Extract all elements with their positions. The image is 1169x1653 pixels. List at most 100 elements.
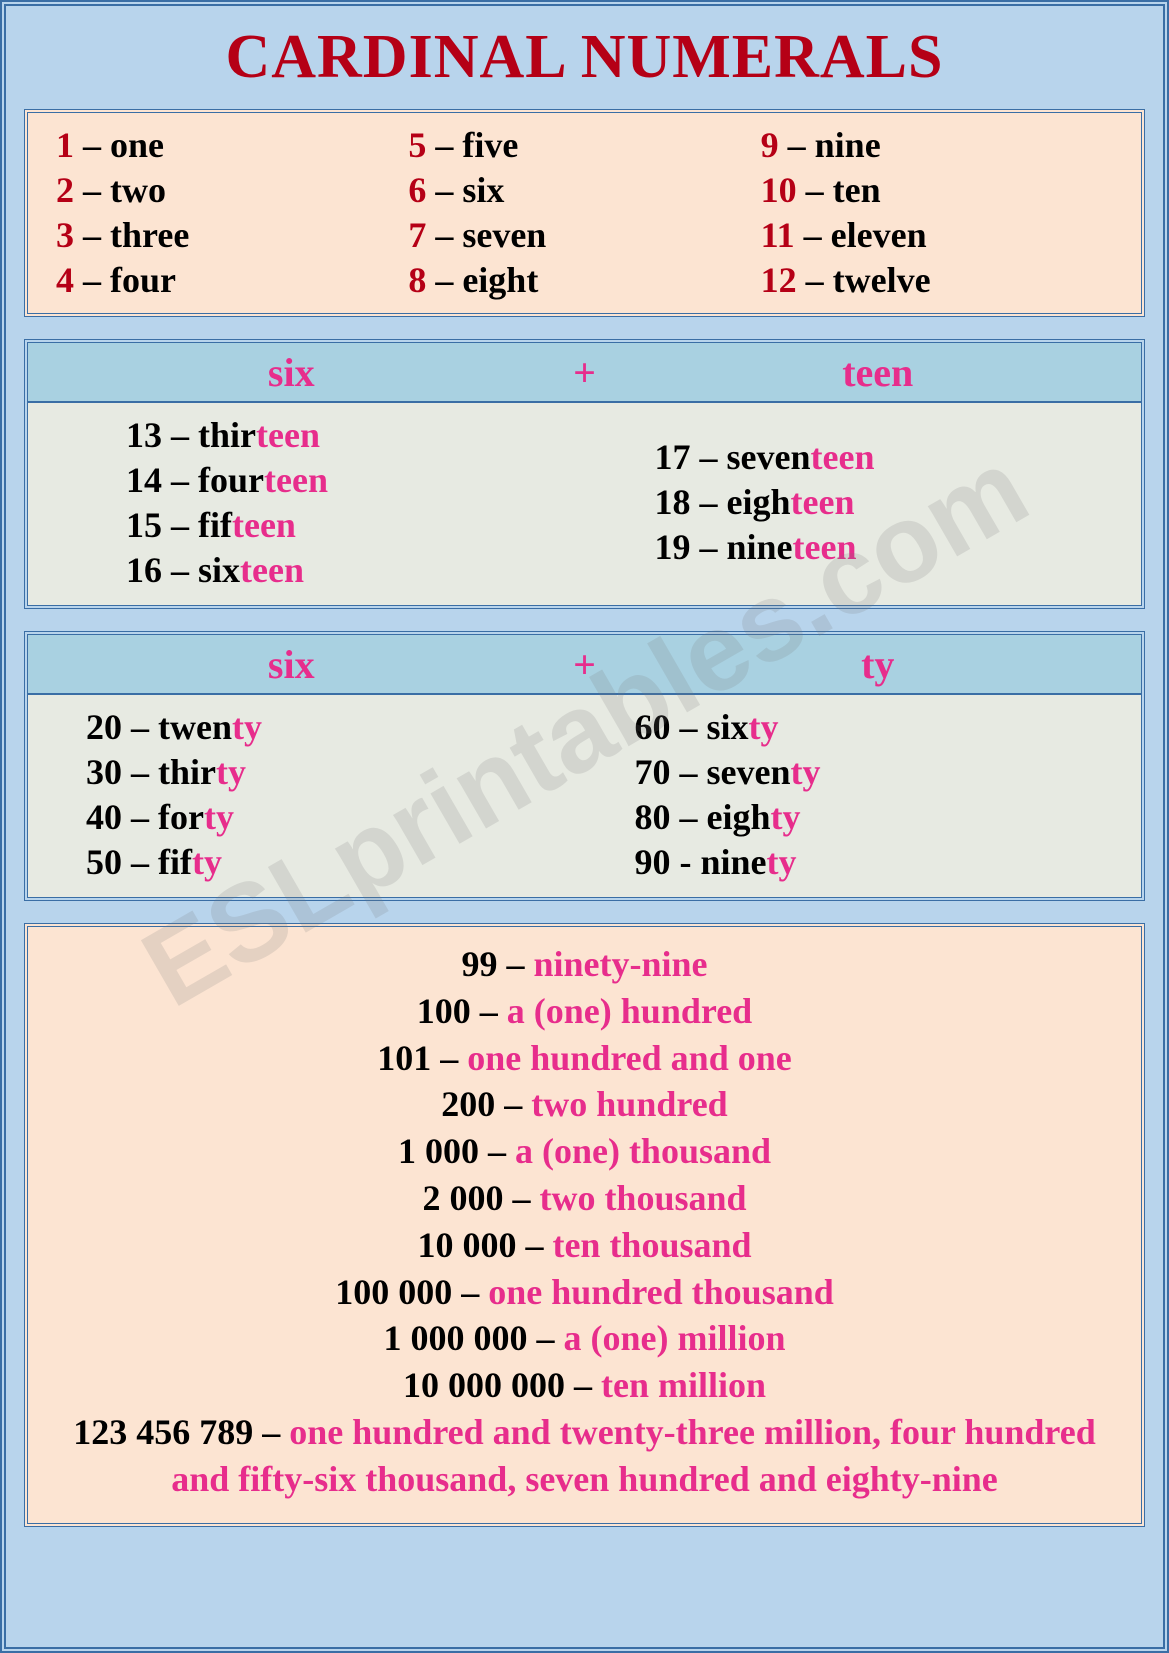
teen-header-left: six: [28, 349, 555, 396]
entry: 1 – one: [56, 123, 408, 168]
word: eleven: [831, 215, 927, 255]
plus-icon: +: [555, 641, 615, 688]
entry: 13 – thirteen: [126, 413, 585, 458]
word: two hundred: [531, 1084, 727, 1124]
number: 200: [441, 1084, 495, 1124]
number: 10 000 000: [403, 1365, 565, 1405]
sep: –: [671, 797, 707, 837]
number: 8: [408, 260, 426, 300]
suffix: ty: [192, 842, 222, 882]
suffix: ty: [232, 707, 262, 747]
ty-header-left: six: [28, 641, 555, 688]
ty-header-right: ty: [615, 641, 1142, 688]
number: 2: [56, 170, 74, 210]
stem: six: [707, 707, 749, 747]
stem: fif: [158, 842, 192, 882]
large-entry: 1 000 – a (one) thousand: [54, 1128, 1115, 1175]
number: 18: [655, 482, 691, 522]
ty-panel: six + ty 20 – twenty 30 – thirty 40 – fo…: [24, 631, 1145, 901]
number: 10: [761, 170, 797, 210]
number: 1 000 000: [384, 1318, 528, 1358]
suffix: ty: [749, 707, 779, 747]
entry: 6 – six: [408, 168, 760, 213]
large-entry: 123 456 789 – one hundred and twenty-thr…: [54, 1409, 1115, 1503]
number: 14: [126, 460, 162, 500]
word: one hundred and twenty-three million, fo…: [171, 1412, 1096, 1499]
word: six: [462, 170, 504, 210]
ty-body: 20 – twenty 30 – thirty 40 – forty 50 – …: [28, 695, 1141, 897]
word: ninety-nine: [533, 944, 707, 984]
stem: eigh: [707, 797, 771, 837]
teen-left: 13 – thirteen 14 – fourteen 15 – fifteen…: [56, 413, 585, 593]
entry: 2 – two: [56, 168, 408, 213]
number: 101: [377, 1038, 431, 1078]
entry: 20 – twenty: [86, 705, 565, 750]
number: 30: [86, 752, 122, 792]
entry: 5 – five: [408, 123, 760, 168]
number: 99: [461, 944, 497, 984]
ty-header: six + ty: [28, 635, 1141, 695]
entry: 19 – nineteen: [655, 525, 1114, 570]
entry: 14 – fourteen: [126, 458, 585, 503]
word: a (one) hundred: [507, 991, 752, 1031]
number: 11: [761, 215, 795, 255]
plus-icon: +: [555, 349, 615, 396]
basics-col1: 1 – one 2 – two 3 – three 4 – four: [56, 123, 408, 303]
word: twelve: [833, 260, 931, 300]
entry: 12 – twelve: [761, 258, 1113, 303]
number: 60: [635, 707, 671, 747]
stem: twen: [158, 707, 232, 747]
large-entry: 101 – one hundred and one: [54, 1035, 1115, 1082]
basics-panel: 1 – one 2 – two 3 – three 4 – four 5 – f…: [24, 109, 1145, 317]
number: 6: [408, 170, 426, 210]
number: 2 000: [422, 1178, 503, 1218]
suffix: ty: [771, 797, 801, 837]
entry: 11 – eleven: [761, 213, 1113, 258]
word: two: [110, 170, 166, 210]
large-entry: 10 000 – ten thousand: [54, 1222, 1115, 1269]
number: 19: [655, 527, 691, 567]
number: 5: [408, 125, 426, 165]
basics-columns: 1 – one 2 – two 3 – three 4 – four 5 – f…: [56, 123, 1113, 303]
entry: 40 – forty: [86, 795, 565, 840]
stem: seven: [727, 437, 811, 477]
number: 13: [126, 415, 162, 455]
entry: 80 – eighty: [635, 795, 1114, 840]
stem: eigh: [727, 482, 791, 522]
sep: -: [671, 842, 701, 882]
word: a (one) thousand: [515, 1131, 771, 1171]
word: five: [462, 125, 518, 165]
page-title: CARDINAL NUMERALS: [24, 22, 1145, 93]
sep: –: [122, 797, 158, 837]
number: 90: [635, 842, 671, 882]
number: 1 000: [398, 1131, 479, 1171]
number: 100 000: [335, 1272, 452, 1312]
word: eight: [462, 260, 538, 300]
stem: seven: [707, 752, 791, 792]
entry: 18 – eighteen: [655, 480, 1114, 525]
number: 3: [56, 215, 74, 255]
teen-body: 13 – thirteen 14 – fourteen 15 – fifteen…: [28, 403, 1141, 605]
teen-header-right: teen: [615, 349, 1142, 396]
sep: –: [122, 842, 158, 882]
suffix: teen: [793, 527, 857, 567]
stem: nine: [727, 527, 793, 567]
stem: thir: [198, 415, 256, 455]
number: 9: [761, 125, 779, 165]
stem: for: [158, 797, 204, 837]
suffix: teen: [791, 482, 855, 522]
stem: six: [198, 550, 240, 590]
entry: 3 – three: [56, 213, 408, 258]
word: a (one) million: [564, 1318, 786, 1358]
entry: 8 – eight: [408, 258, 760, 303]
entry: 30 – thirty: [86, 750, 565, 795]
word: ten: [833, 170, 881, 210]
basics-col3: 9 – nine 10 – ten 11 – eleven 12 – twelv…: [761, 123, 1113, 303]
number: 100: [417, 991, 471, 1031]
suffix: ty: [216, 752, 246, 792]
suffix: teen: [256, 415, 320, 455]
suffix: teen: [240, 550, 304, 590]
number: 4: [56, 260, 74, 300]
teen-header: six + teen: [28, 343, 1141, 403]
suffix: teen: [264, 460, 328, 500]
